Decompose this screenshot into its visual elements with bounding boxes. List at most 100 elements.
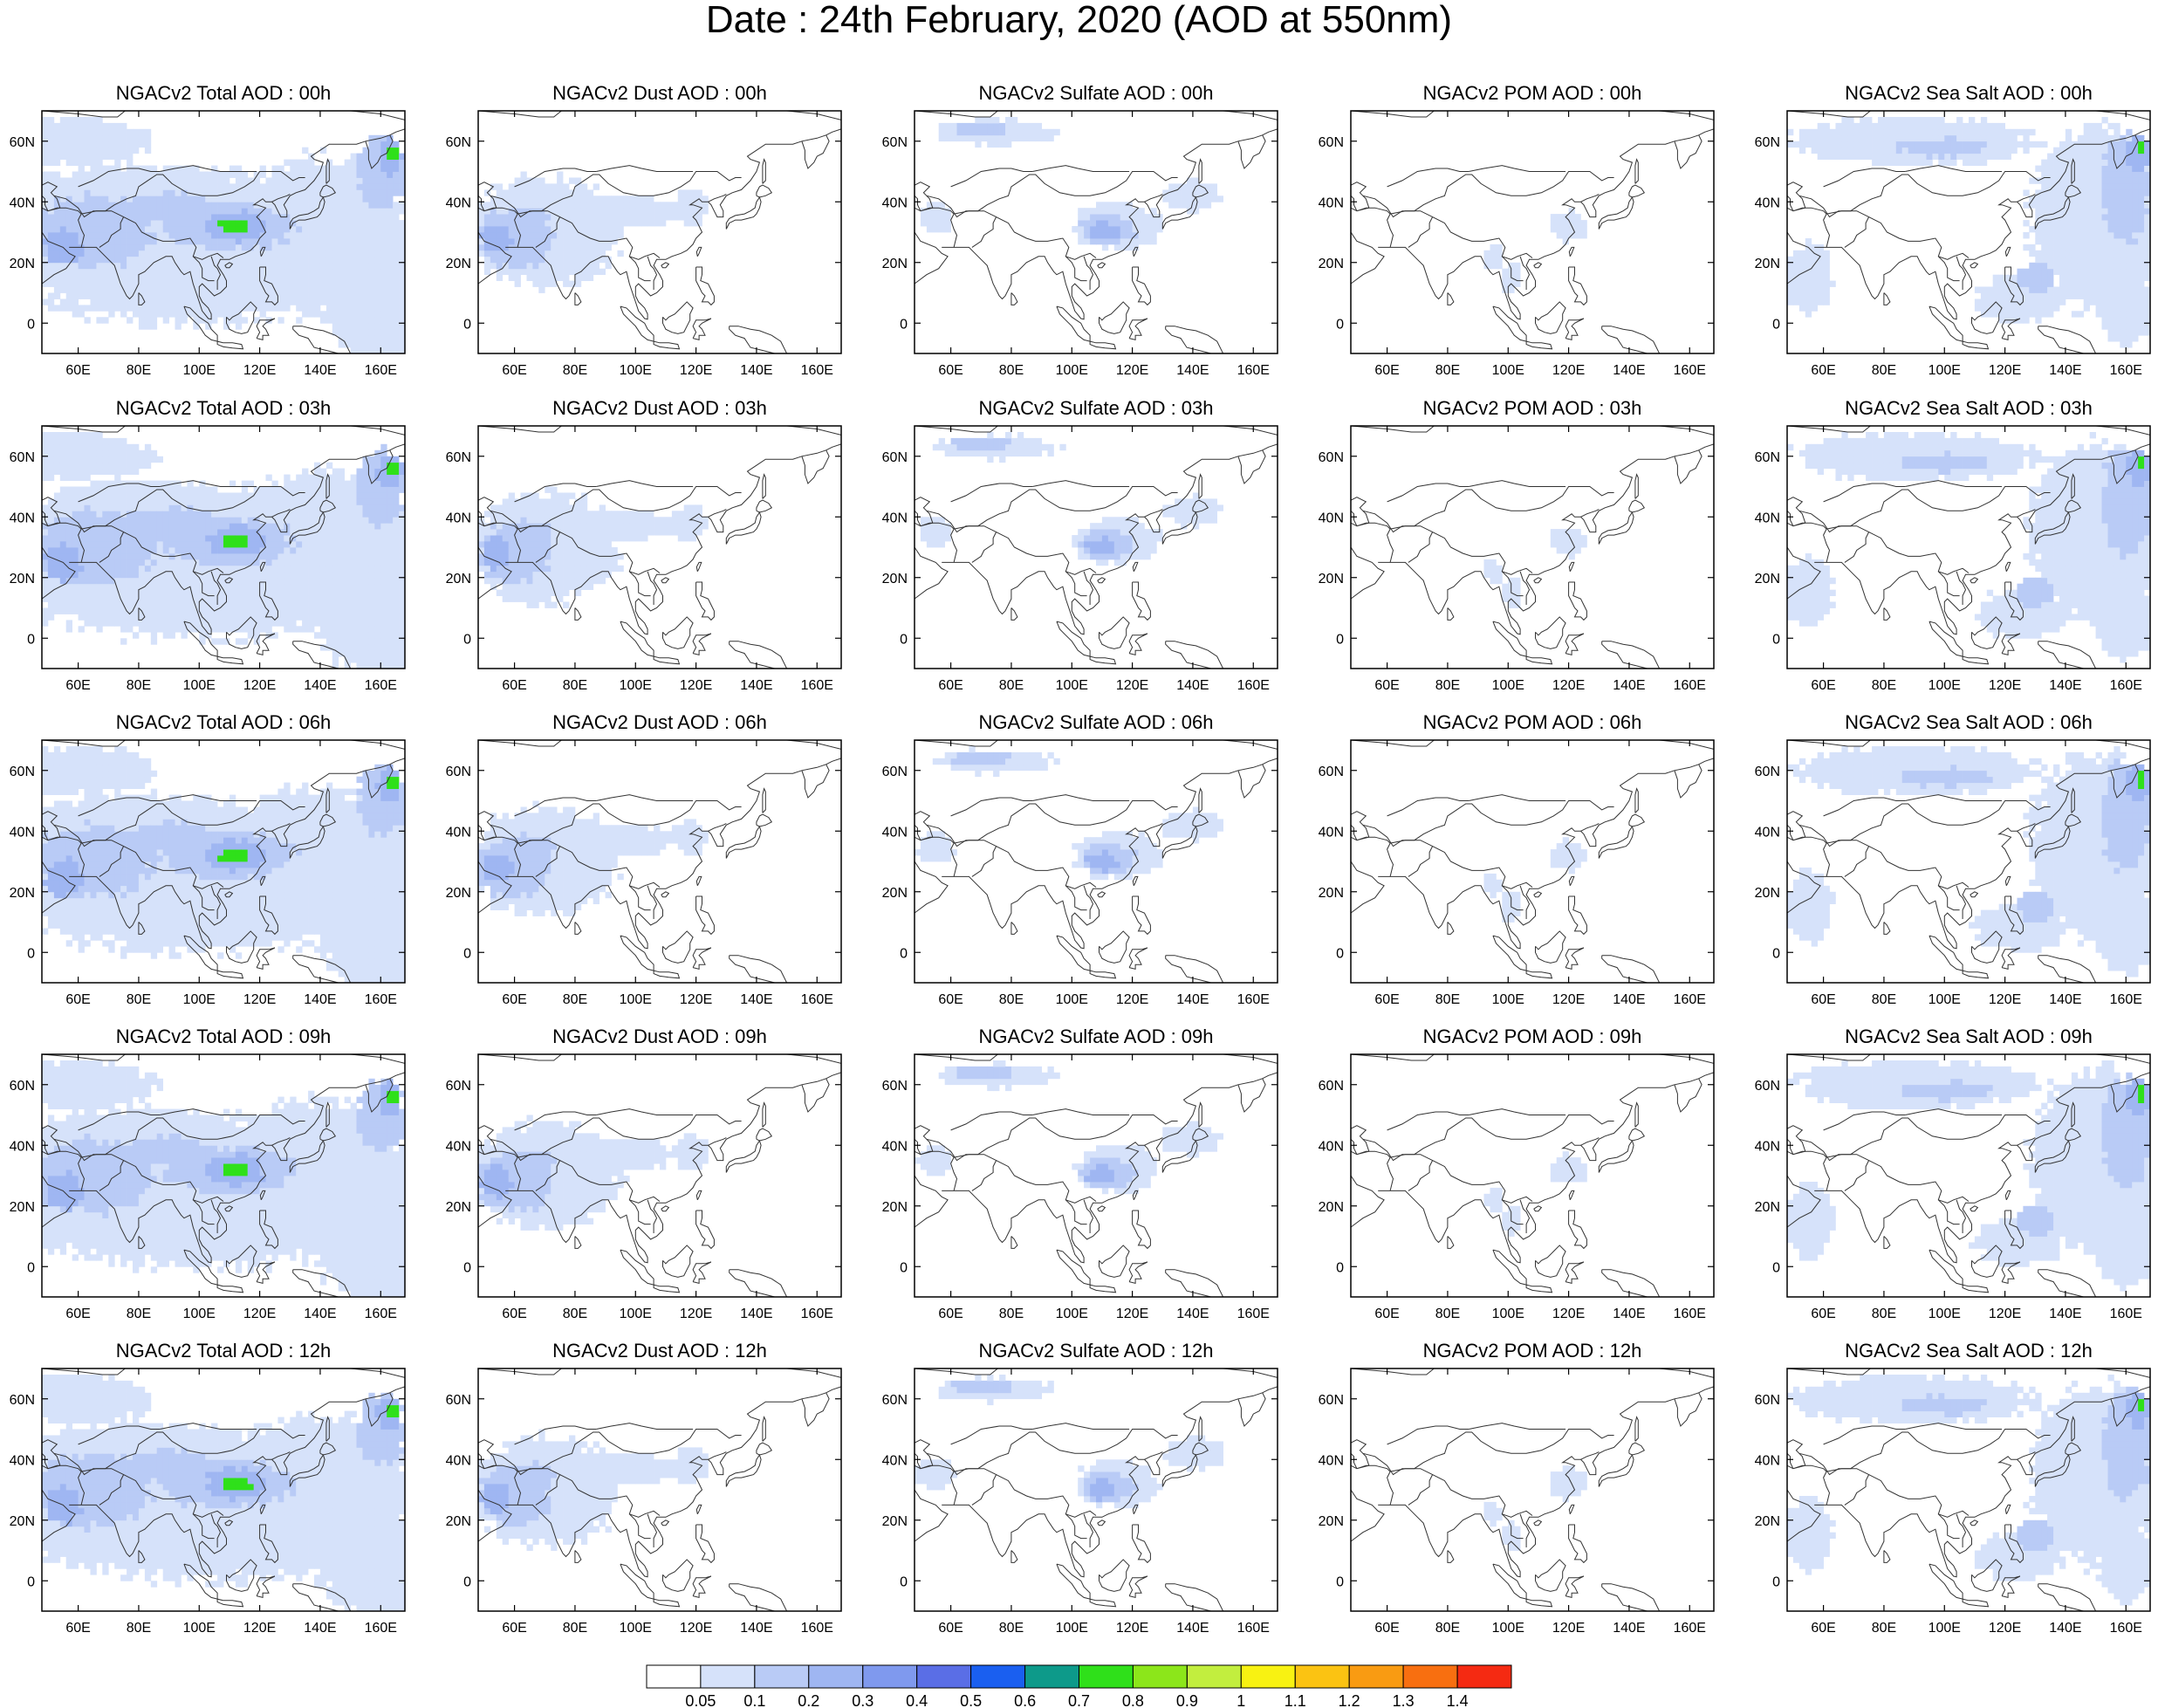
map-panel-pom-4: 60E 80E 100E 120E 140E 160E 60N 40N 20N 0 — [1319, 1368, 1715, 1636]
coastlines — [42, 740, 405, 983]
coastlines — [915, 111, 1278, 353]
colorbar-box — [1240, 1664, 1296, 1689]
map-panel-dust-0: 60E 80E 100E 120E 140E 160E 60N 40N 20N 0 — [446, 110, 842, 378]
lon-tick-label: 160E — [1674, 1307, 1706, 1321]
map-frame — [1350, 425, 1715, 669]
coastlines — [1351, 1368, 1714, 1611]
lon-tick-label: 120E — [243, 363, 276, 378]
lat-tick-label: 60N — [446, 1079, 471, 1094]
lon-tick-label: 100E — [1928, 363, 1961, 378]
lon-tick-label: 140E — [740, 992, 772, 1007]
lat-tick-label: 0 — [27, 1574, 35, 1589]
lon-tick-label: 60E — [1811, 992, 1835, 1007]
lon-tick-label: 100E — [1928, 678, 1961, 693]
lon-tick-label: 60E — [502, 363, 526, 378]
lat-tick-label: 0 — [27, 317, 35, 332]
lon-tick-label: 80E — [563, 1621, 587, 1636]
lat-tick-label: 0 — [1336, 1574, 1344, 1589]
aod-field — [920, 432, 1223, 566]
colorbar-box — [754, 1664, 810, 1689]
map-frame — [1350, 110, 1715, 354]
map-panel-sulfate-3: 60E 80E 100E 120E 140E 160E 60N 40N 20N 0 — [882, 1053, 1278, 1321]
colorbar-box — [1294, 1664, 1350, 1689]
map-panel-seasalt-4: 60E 80E 100E 120E 140E 160E 60N 40N 20N 0 — [1755, 1368, 2151, 1636]
lat-tick-label: 20N — [446, 572, 471, 586]
lat-tick-label: 40N — [10, 511, 35, 525]
colorbar-label: 0.9 — [1176, 1692, 1198, 1708]
lon-tick-label: 80E — [563, 678, 587, 693]
lat-tick-label: 60N — [882, 450, 908, 465]
lon-tick-label: 120E — [1552, 1621, 1585, 1636]
lon-tick-label: 60E — [938, 363, 963, 378]
lat-tick-label: 0 — [463, 1574, 471, 1589]
map-frame — [1350, 1368, 1715, 1612]
lon-tick-label: 140E — [304, 1621, 336, 1636]
colorbar-box — [1456, 1664, 1512, 1689]
lon-tick-label: 160E — [2110, 1621, 2142, 1636]
panel-title: NGACv2 Total AOD : 03h — [115, 397, 332, 419]
lat-tick-label: 20N — [1755, 886, 1780, 901]
lat-tick-label: 20N — [1755, 572, 1780, 586]
lon-tick-label: 60E — [65, 363, 90, 378]
lat-tick-label: 40N — [446, 195, 471, 210]
lat-tick-label: 40N — [1755, 1453, 1780, 1468]
lon-tick-label: 60E — [502, 678, 526, 693]
lat-tick-label: 60N — [10, 135, 35, 150]
lon-tick-label: 100E — [620, 1307, 652, 1321]
coastlines — [478, 740, 841, 983]
lat-tick-label: 20N — [1319, 257, 1344, 271]
lon-tick-label: 60E — [1374, 1621, 1399, 1636]
lat-tick-label: 20N — [10, 1514, 35, 1529]
lon-tick-label: 120E — [680, 363, 712, 378]
lon-tick-label: 100E — [1492, 678, 1524, 693]
lon-tick-label: 120E — [1552, 363, 1585, 378]
lon-tick-label: 100E — [1492, 363, 1524, 378]
lat-tick-label: 40N — [882, 511, 908, 525]
lon-tick-label: 100E — [620, 1621, 652, 1636]
colorbar-label: 0.7 — [1068, 1692, 1090, 1708]
lat-tick-label: 0 — [463, 317, 471, 332]
lat-tick-label: 20N — [1319, 1514, 1344, 1529]
lon-tick-label: 140E — [1176, 1307, 1209, 1321]
map-panel-sulfate-4: 60E 80E 100E 120E 140E 160E 60N 40N 20N 0 — [882, 1368, 1278, 1636]
lon-tick-label: 140E — [740, 678, 772, 693]
lon-tick-label: 80E — [999, 1621, 1024, 1636]
lon-tick-label: 80E — [127, 678, 151, 693]
lon-tick-label: 160E — [2110, 678, 2142, 693]
map-frame — [914, 110, 1278, 354]
lon-tick-label: 60E — [502, 1307, 526, 1321]
lat-tick-label: 0 — [1336, 632, 1344, 647]
aod-field — [1787, 432, 2150, 663]
lon-tick-label: 160E — [2110, 363, 2142, 378]
map-panel-total-3: 60E 80E 100E 120E 140E 160E 60N 40N 20N 0 — [10, 1053, 406, 1321]
lat-tick-label: 20N — [882, 1200, 908, 1215]
colorbar-label: 0.2 — [798, 1692, 819, 1708]
colorbar-box — [1186, 1664, 1242, 1689]
panel-title: NGACv2 Dust AOD : 00h — [552, 82, 767, 104]
lat-tick-label: 40N — [10, 1139, 35, 1154]
lon-tick-label: 80E — [1435, 1307, 1460, 1321]
lon-tick-label: 100E — [1928, 992, 1961, 1007]
lon-tick-label: 120E — [680, 992, 712, 1007]
lat-tick-label: 40N — [1755, 195, 1780, 210]
lat-tick-label: 60N — [446, 1393, 471, 1408]
colorbar-label: 0.5 — [960, 1692, 982, 1708]
lon-tick-label: 80E — [563, 992, 587, 1007]
map-panel-seasalt-3: 60E 80E 100E 120E 140E 160E 60N 40N 20N 0 — [1755, 1053, 2151, 1321]
colorbar-box — [808, 1664, 864, 1689]
map-panel-pom-2: 60E 80E 100E 120E 140E 160E 60N 40N 20N 0 — [1319, 739, 1715, 1007]
panel-title: NGACv2 POM AOD : 06h — [1422, 711, 1642, 733]
lat-tick-label: 60N — [446, 450, 471, 465]
lat-tick-label: 0 — [900, 946, 908, 961]
panel-title: NGACv2 Total AOD : 06h — [115, 711, 332, 733]
lat-tick-label: 60N — [882, 1079, 908, 1094]
lon-tick-label: 100E — [620, 363, 652, 378]
lon-tick-label: 80E — [1872, 363, 1896, 378]
map-frame — [914, 1053, 1278, 1298]
lon-tick-label: 120E — [1552, 1307, 1585, 1321]
lat-tick-label: 20N — [446, 257, 471, 271]
panel-title: NGACv2 Dust AOD : 09h — [552, 1025, 767, 1047]
colorbar-label: 0.4 — [906, 1692, 928, 1708]
coastlines — [1787, 111, 2150, 353]
lat-tick-label: 40N — [1319, 1139, 1344, 1154]
